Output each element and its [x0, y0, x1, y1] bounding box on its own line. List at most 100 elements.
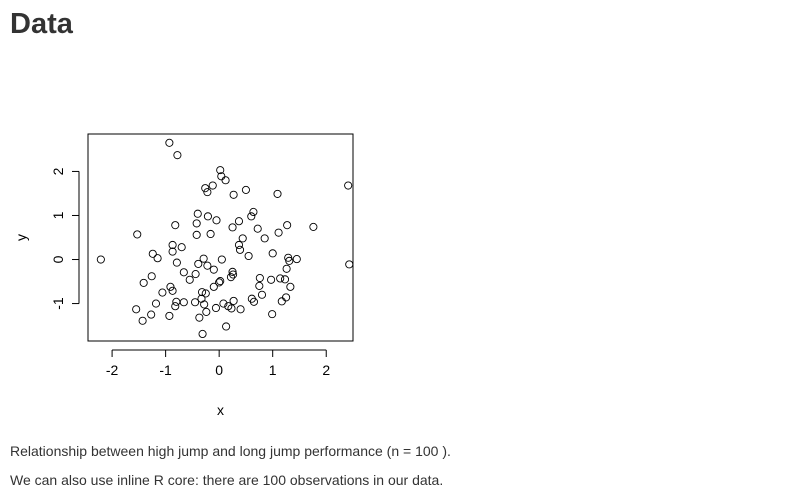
data-point	[235, 245, 245, 254]
data-point	[139, 278, 148, 287]
data-point	[249, 297, 259, 306]
data-point	[132, 305, 141, 314]
data-point	[193, 209, 202, 218]
data-point	[209, 282, 218, 291]
data-point	[158, 288, 167, 297]
data-point	[345, 260, 354, 269]
scatter-plot: -2 -1 0 1 2 -1 0 1 2 x y	[13, 133, 354, 418]
data-point	[227, 304, 236, 313]
figure-caption: Relationship between high jump and long …	[10, 443, 451, 459]
y-tick-label: 0	[50, 255, 66, 263]
x-tick-label: 2	[322, 362, 330, 378]
data-point	[171, 221, 180, 230]
data-point	[165, 138, 174, 147]
data-point	[249, 207, 258, 217]
data-point	[244, 251, 253, 261]
data-point	[195, 313, 204, 322]
data-point	[209, 265, 218, 274]
data-point	[344, 181, 353, 190]
data-point	[191, 298, 200, 307]
data-point	[191, 270, 200, 279]
data-point	[168, 286, 177, 295]
data-point	[229, 270, 238, 279]
x-tick-label: 1	[269, 362, 277, 378]
y-axis-label: y	[13, 234, 29, 241]
data-point	[208, 181, 217, 190]
data-point	[212, 216, 221, 225]
data-point	[286, 282, 295, 291]
data-point	[229, 296, 238, 305]
plot-frame	[87, 133, 354, 342]
page-title: Data	[10, 8, 73, 40]
data-point	[267, 275, 276, 284]
data-point	[151, 299, 161, 308]
data-point	[274, 228, 283, 237]
data-point	[268, 249, 277, 258]
data-point	[203, 212, 212, 221]
data-point	[234, 240, 244, 250]
data-point	[201, 184, 210, 193]
y-tick-label: 2	[50, 167, 66, 175]
data-point	[236, 305, 245, 314]
data-point	[192, 219, 201, 228]
data-point	[172, 297, 181, 306]
y-tick-label: -1	[50, 297, 66, 310]
data-point	[282, 293, 291, 302]
data-point	[199, 254, 208, 263]
data-point	[166, 282, 175, 291]
data-point	[168, 247, 177, 256]
data-point	[234, 217, 244, 226]
data-point	[216, 277, 225, 286]
data-point	[221, 176, 230, 185]
data-point	[283, 221, 292, 230]
x-axis-label: x	[217, 402, 224, 418]
data-point	[216, 166, 225, 175]
data-point	[268, 310, 277, 319]
data-point	[147, 310, 156, 319]
data-point	[177, 243, 186, 252]
data-point	[228, 223, 237, 232]
data-point	[185, 275, 194, 284]
data-point	[96, 255, 105, 264]
data-point	[202, 307, 211, 316]
data-point	[153, 254, 162, 263]
data-point	[241, 185, 250, 194]
data-point	[165, 311, 174, 320]
data-point	[285, 256, 294, 265]
inline-text: We can also use inline R core: there are…	[10, 472, 444, 488]
data-point	[229, 190, 238, 199]
data-point	[201, 289, 210, 298]
data-point	[253, 224, 262, 233]
y-tick-label: 1	[50, 211, 66, 219]
data-points	[96, 138, 354, 339]
data-point	[238, 234, 247, 243]
x-tick-label: 0	[215, 362, 223, 378]
data-point	[217, 255, 226, 264]
x-axis: -2 -1 0 1 2	[106, 349, 330, 378]
data-point	[255, 281, 264, 290]
data-point	[247, 212, 256, 221]
data-point	[200, 300, 209, 309]
data-point	[257, 290, 267, 299]
data-point	[171, 302, 180, 311]
data-point	[179, 298, 188, 307]
data-point	[147, 272, 156, 281]
x-tick-label: -1	[159, 362, 172, 378]
data-point	[198, 329, 207, 339]
data-point	[292, 255, 301, 264]
data-point	[203, 261, 212, 270]
data-point	[260, 234, 269, 243]
data-point	[215, 278, 224, 287]
data-point	[282, 264, 291, 273]
data-point	[222, 322, 231, 331]
data-point	[173, 151, 182, 160]
data-point	[168, 240, 177, 250]
data-point	[203, 188, 212, 197]
data-point	[194, 259, 203, 268]
data-point	[206, 229, 215, 239]
data-point	[197, 288, 207, 297]
data-point	[309, 222, 318, 231]
data-point	[276, 274, 285, 283]
data-point	[255, 273, 264, 283]
data-point	[148, 249, 157, 258]
